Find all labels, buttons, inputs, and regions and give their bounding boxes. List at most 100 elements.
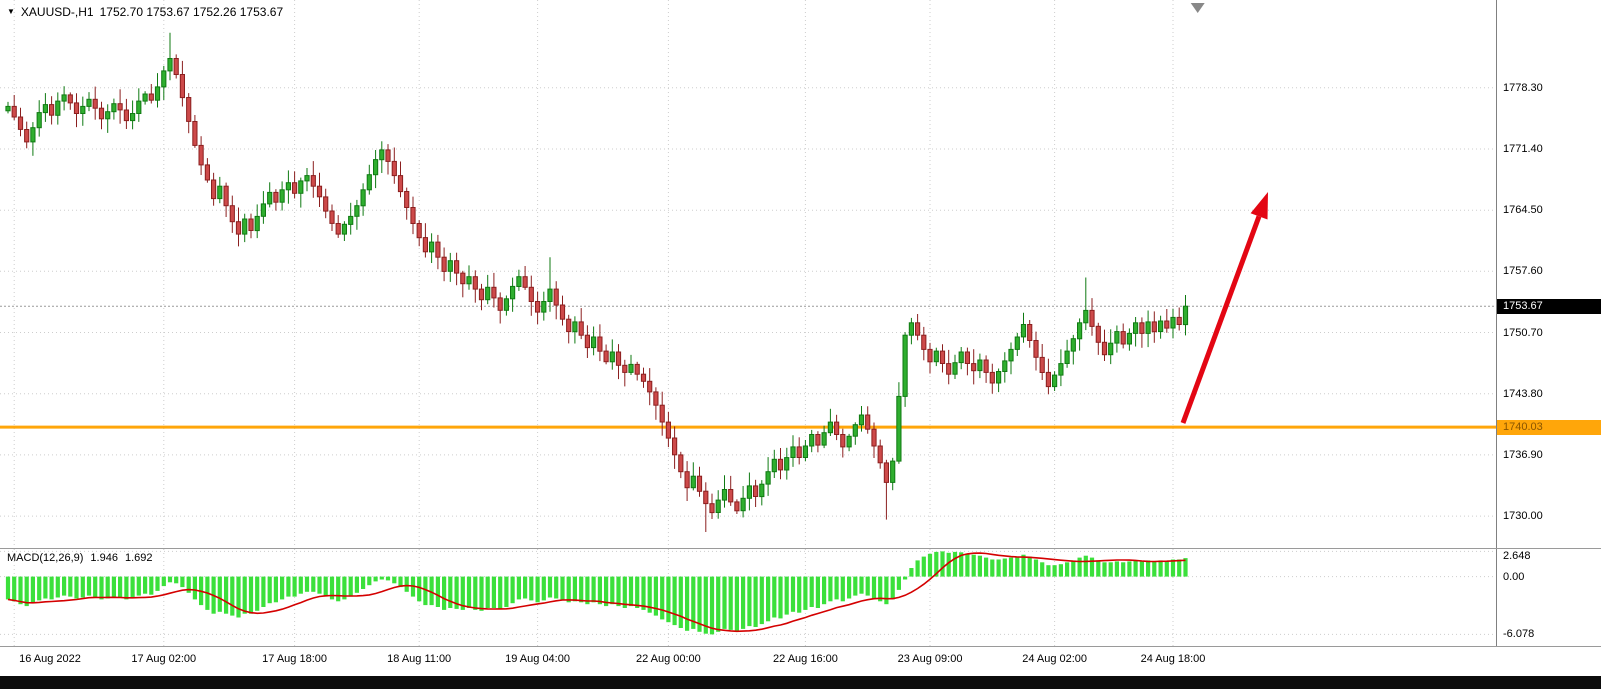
macd-tick-label: -6.078 <box>1503 628 1535 641</box>
chart-shift-marker-icon[interactable] <box>1190 3 1205 13</box>
trend-arrow-head[interactable] <box>1250 192 1268 220</box>
macd-bar <box>242 576 247 614</box>
macd-bar <box>1071 560 1076 577</box>
trend-arrow-line[interactable] <box>1180 215 1262 424</box>
candle-body <box>1133 322 1139 334</box>
candle-body <box>1014 336 1020 350</box>
macd-bar <box>597 576 602 605</box>
macd-bar <box>822 576 827 605</box>
macd-bar <box>585 576 590 605</box>
candle-body <box>1095 325 1101 343</box>
candle-body <box>684 471 690 489</box>
candle-body <box>373 159 379 176</box>
macd-bar <box>30 576 35 604</box>
candle-body <box>73 102 80 115</box>
time-tick-label: 24 Aug 02:00 <box>1022 653 1088 665</box>
candle-body <box>416 223 422 239</box>
macd-bar <box>934 551 939 577</box>
candle-body <box>348 215 354 225</box>
macd-bar <box>566 576 571 603</box>
macd-bar <box>93 576 98 598</box>
candle-body <box>485 286 491 301</box>
macd-bar <box>809 576 814 607</box>
macd-bar <box>1170 559 1176 577</box>
macd-bar <box>292 576 297 597</box>
macd-bar <box>728 576 733 630</box>
candle-body <box>316 185 323 198</box>
price-axis[interactable]: 1778.30 1771.40 1764.50 1757.60 1750.70 1743.… <box>1496 0 1601 548</box>
macd-bar <box>560 576 565 601</box>
candle-body <box>678 454 684 473</box>
macd-bar <box>1158 560 1163 577</box>
candle-body <box>983 359 989 373</box>
candle-body <box>61 94 67 102</box>
macd-bar <box>404 576 409 592</box>
candle-body <box>790 446 796 458</box>
candle-body <box>1182 305 1189 326</box>
macd-bar <box>1152 561 1157 577</box>
candle-body <box>360 189 366 207</box>
macd-bar <box>86 576 92 596</box>
macd-bar <box>610 576 615 605</box>
macd-bar <box>99 576 104 600</box>
macd-readout: MACD(12,26,9) 1.946 1.692 <box>7 552 159 564</box>
macd-pane[interactable]: MACD(12,26,9) 1.946 1.692 <box>0 549 1496 646</box>
macd-bar <box>641 576 646 610</box>
macd-bar <box>448 576 453 608</box>
time-axis[interactable]: 16 Aug 2022 17 Aug 02:00 17 Aug 18:00 18 Au… <box>0 647 1601 673</box>
candle-body <box>192 121 198 146</box>
price-tick-label: 1750.70 <box>1503 326 1543 339</box>
macd-bar <box>248 576 254 614</box>
candle-body <box>472 276 478 290</box>
candle-body <box>117 103 123 111</box>
candle-body <box>871 428 877 447</box>
candle-body <box>385 149 391 162</box>
macd-bar <box>946 552 951 577</box>
symbol-dropdown-icon[interactable]: ▼ <box>7 7 15 16</box>
pane-divider[interactable] <box>0 548 1601 549</box>
candle-body <box>391 160 397 177</box>
candle-body <box>572 321 578 333</box>
macd-bar <box>261 576 266 607</box>
macd-bar <box>311 576 316 592</box>
candle-body <box>547 288 553 303</box>
macd-bar <box>280 576 285 600</box>
candle-body <box>173 58 179 75</box>
macd-bar <box>647 576 652 613</box>
macd-bar <box>367 576 372 586</box>
candle-body <box>566 318 572 333</box>
macd-bar <box>915 560 920 577</box>
candle-body <box>354 205 360 217</box>
macd-axis[interactable]: 2.648 0.00 -6.078 <box>1496 549 1601 646</box>
macd-bar <box>685 576 690 631</box>
candle-body <box>696 475 703 492</box>
candle-body <box>827 421 833 434</box>
macd-bar <box>759 576 764 625</box>
candle-body <box>1008 348 1014 362</box>
macd-bar <box>1102 562 1107 577</box>
candle-body <box>30 127 36 143</box>
price-chart-canvas <box>0 0 1496 548</box>
macd-bar <box>516 576 521 600</box>
price-chart-pane[interactable]: ▼ XAUUSD-,H1 1752.70 1753.67 1752.26 175… <box>0 0 1496 548</box>
candle-body <box>86 98 92 107</box>
candle-body <box>478 288 485 301</box>
candle-body <box>329 210 335 224</box>
macd-bar <box>74 576 79 599</box>
candle-body <box>341 223 347 235</box>
candle-body <box>977 359 983 372</box>
candle-body <box>292 182 298 194</box>
candle-body <box>528 286 534 302</box>
candle-body <box>1120 331 1126 345</box>
candle-body <box>796 446 802 458</box>
macd-bar <box>535 576 540 603</box>
candle-body <box>939 350 946 365</box>
macd-bar <box>840 576 845 602</box>
macd-main-value: 1.946 <box>90 552 118 564</box>
macd-bar <box>1021 554 1026 577</box>
candle-body <box>584 334 590 349</box>
macd-signal-line <box>7 552 1186 633</box>
macd-bar <box>790 576 796 612</box>
macd-bar <box>373 576 378 582</box>
macd-name-label: MACD(12,26,9) <box>7 552 84 564</box>
